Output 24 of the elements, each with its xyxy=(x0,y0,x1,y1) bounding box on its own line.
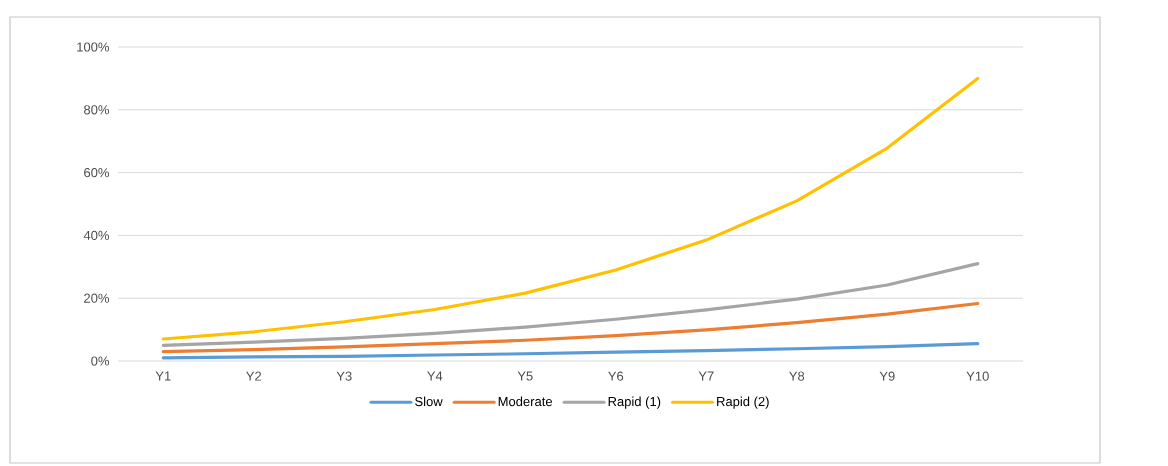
line-series xyxy=(161,76,980,341)
line-series xyxy=(161,301,980,354)
x-tick-label: Y8 xyxy=(789,371,805,381)
line-series xyxy=(161,262,980,347)
legend-label: Rapid (2) xyxy=(717,396,769,409)
x-tick-label: Y10 xyxy=(966,371,989,381)
x-tick-label: Y9 xyxy=(879,371,895,381)
legend-label: Moderate xyxy=(498,396,552,407)
y-tick-label: 60% xyxy=(84,167,110,178)
y-tick-label: 80% xyxy=(84,105,110,115)
line-series xyxy=(161,342,980,360)
x-tick-label: Y2 xyxy=(246,371,262,381)
y-tick-label: 100% xyxy=(77,42,110,52)
legend-label: Slow xyxy=(415,396,443,407)
x-tick-label: Y6 xyxy=(608,371,624,381)
x-tick-label: Y4 xyxy=(427,371,443,381)
x-tick-label: Y1 xyxy=(155,371,171,381)
y-tick-label: 0% xyxy=(91,356,110,366)
x-tick-label: Y3 xyxy=(336,371,352,381)
x-tick-label: Y5 xyxy=(517,371,533,381)
x-tick-label: Y7 xyxy=(698,371,714,381)
y-tick-label: 20% xyxy=(84,293,110,303)
y-tick-label: 40% xyxy=(83,230,110,240)
legend-label: Rapid (1) xyxy=(608,396,661,409)
